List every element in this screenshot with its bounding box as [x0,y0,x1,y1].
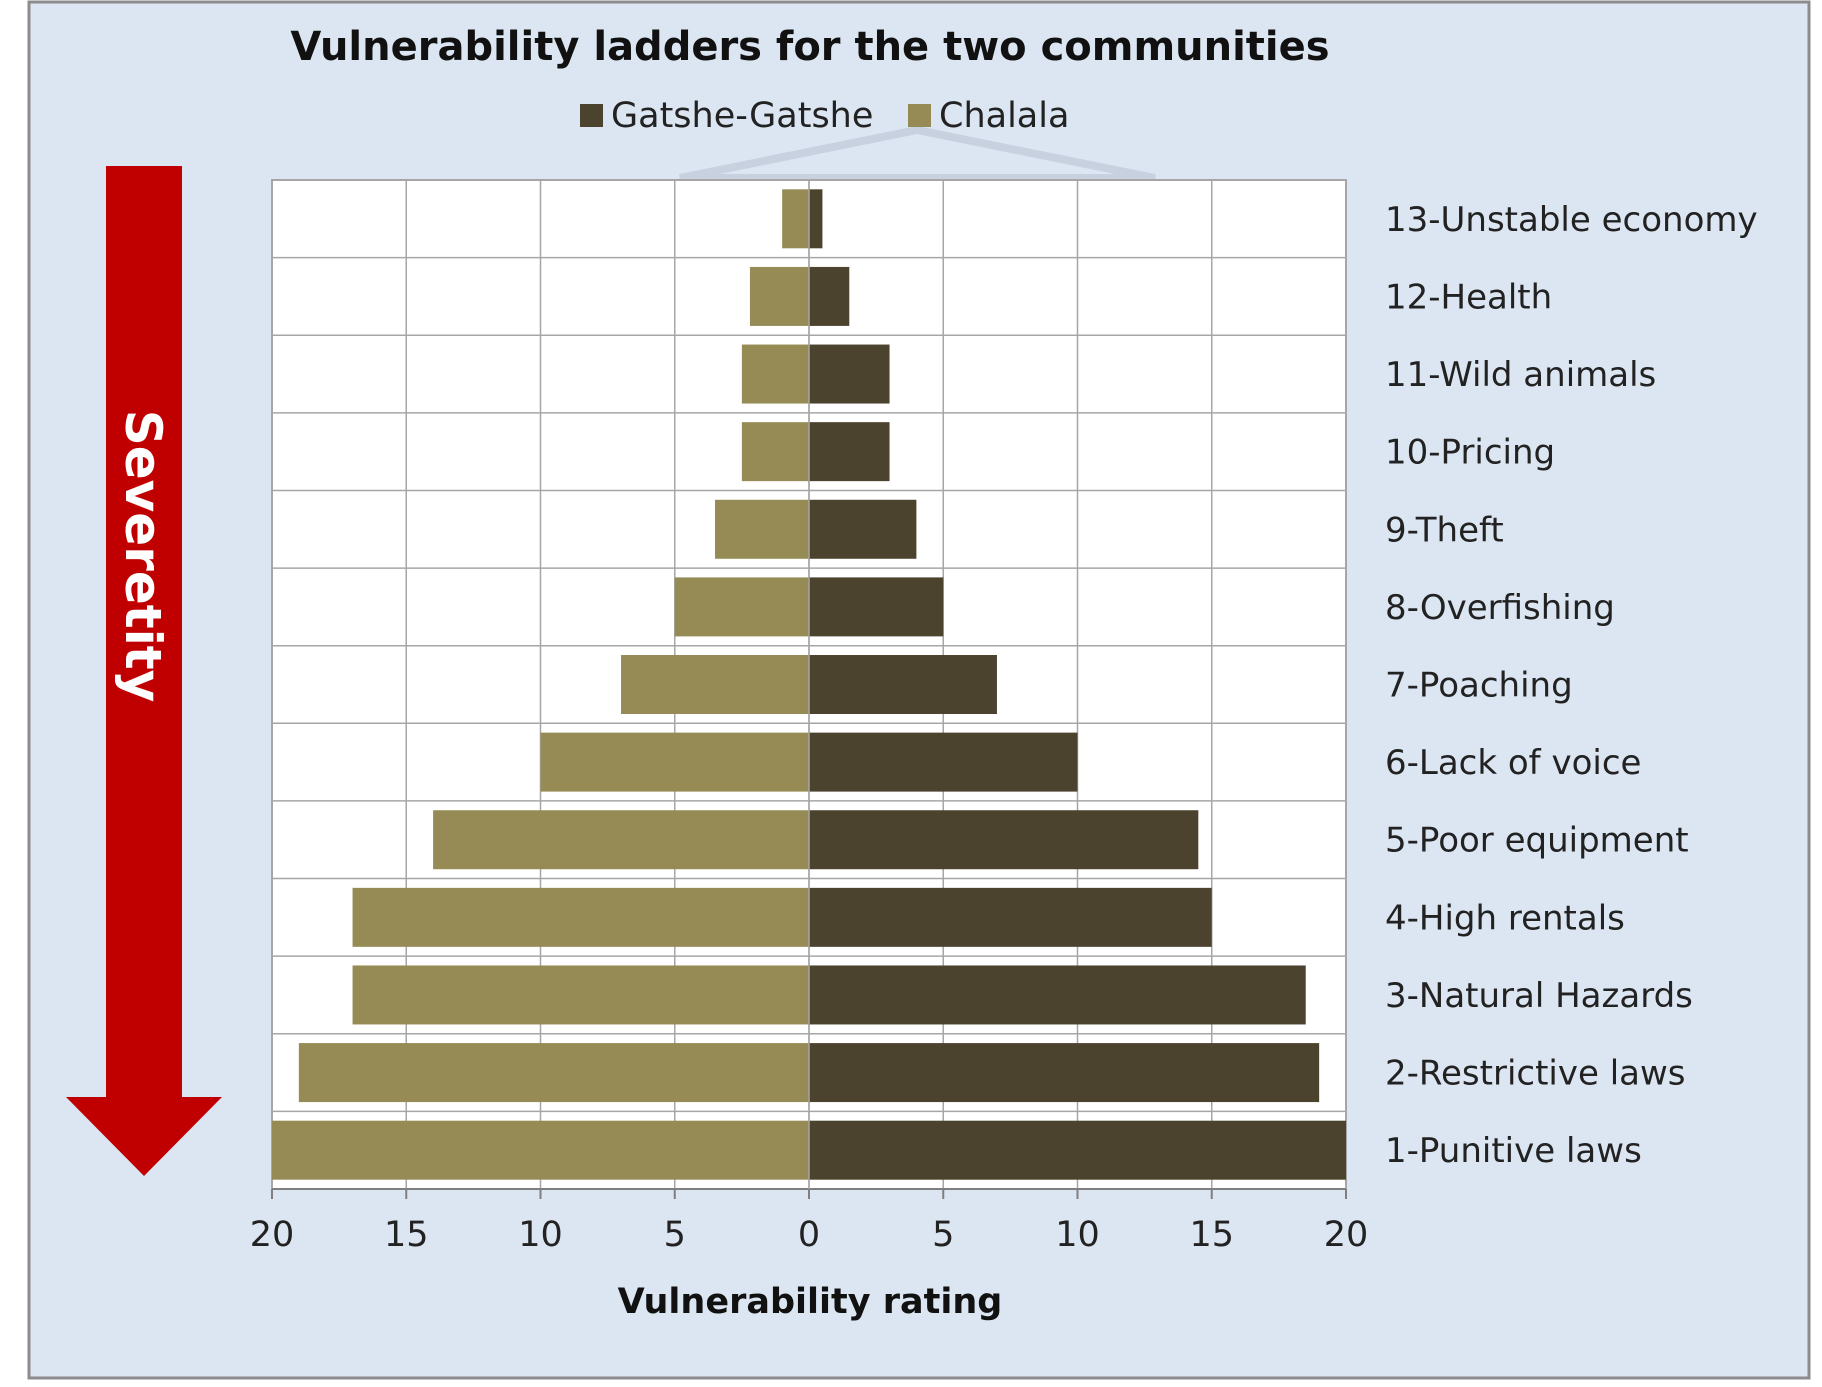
bar-gatshe-gatshe [809,1120,1346,1180]
category-label: 10-Pricing [1385,433,1555,473]
category-label: 4-High rentals [1385,898,1625,938]
bar-gatshe-gatshe [809,810,1199,870]
category-label: 8-Overfishing [1385,588,1615,628]
severity-arrow-head [66,1097,222,1176]
bar-chalala [540,732,809,792]
bar-chalala [352,965,809,1025]
x-tick-label: 10 [518,1215,563,1255]
x-tick-labels: 20 15 10 5 0 5 10 15 20 [250,1215,1369,1255]
category-label: 9-Theft [1385,510,1504,550]
bar-gatshe-gatshe [809,655,997,714]
bar-chalala [749,266,809,326]
bar-chalala [741,422,809,482]
x-tick-label: 20 [250,1215,295,1255]
legend-label: Gatshe-Gatshe [611,96,873,136]
bar-chalala [352,887,809,947]
bar-gatshe-gatshe [809,732,1078,792]
category-label: 3-Natural Hazards [1385,976,1693,1016]
bar-chalala [621,655,809,714]
bars-group [272,180,1346,1189]
bar-gatshe-gatshe [809,344,890,404]
crest-pediment [679,125,1156,182]
category-label: 5-Poor equipment [1385,821,1689,861]
category-label: 1-Punitive laws [1385,1131,1642,1171]
x-tick-label: 15 [1189,1215,1234,1255]
bar-gatshe-gatshe [809,965,1306,1025]
x-tick-label: 0 [798,1215,820,1255]
severity-arrow-shaft [106,166,182,1106]
x-tick-label: 15 [384,1215,429,1255]
category-label: 2-Restrictive laws [1385,1054,1686,1094]
severity-arrow: Severetity [66,166,222,1176]
legend-swatch [580,104,603,127]
x-tick-label: 5 [664,1215,686,1255]
bar-gatshe-gatshe [809,1043,1320,1103]
category-label: 6-Lack of voice [1385,743,1641,783]
bar-chalala [741,344,809,404]
bar-chalala [674,577,809,637]
bar-gatshe-gatshe [809,189,823,249]
x-tick-label: 10 [1055,1215,1100,1255]
bar-chalala [715,499,809,559]
category-labels: 13-Unstable economy 12-Health 11-Wild anim… [1385,200,1758,1171]
category-label: 13-Unstable economy [1385,200,1758,240]
bar-chalala [782,189,809,249]
bar-chalala [298,1043,809,1103]
x-tick-label: 5 [932,1215,954,1255]
legend-label: Chalala [939,96,1069,136]
x-axis-title: Vulnerability rating [618,1282,1003,1322]
bar-gatshe-gatshe [809,887,1212,947]
chart-title: Vulnerability ladders for the two commun… [290,24,1329,70]
bar-gatshe-gatshe [809,577,944,637]
severity-label: Severetity [114,410,172,703]
bar-chalala [433,810,809,870]
bar-gatshe-gatshe [809,422,890,482]
bar-gatshe-gatshe [809,266,850,326]
legend-swatch [908,104,931,127]
x-tick-label: 20 [1324,1215,1369,1255]
chart-legend: Gatshe-Gatshe Chalala [580,96,1069,136]
category-label: 7-Poaching [1385,666,1573,706]
bar-gatshe-gatshe [809,499,917,559]
category-label: 12-Health [1385,277,1552,317]
bar-chalala [272,1120,809,1180]
category-label: 11-Wild animals [1385,355,1656,395]
